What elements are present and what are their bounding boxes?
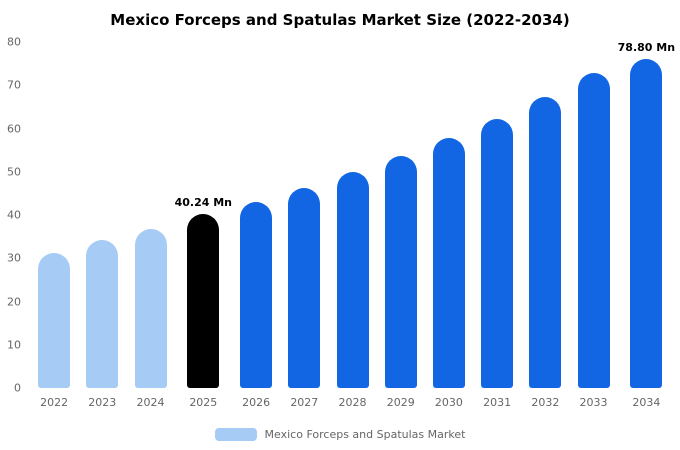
legend-label: Mexico Forceps and Spatulas Market [264,428,466,441]
bar-slot-2031: 2031 [473,42,521,408]
x-axis-label-2034: 2034 [632,396,661,409]
y-tick-label: 40 [7,208,21,222]
x-axis-label-2028: 2028 [338,396,367,409]
bar-slot-2027: 2027 [280,42,328,408]
bar-slot-2028: 2028 [328,42,376,408]
y-tick-label: 50 [7,165,21,179]
bar-2028 [336,172,369,388]
x-axis-label-2026: 2026 [242,396,271,409]
bar-2026 [240,202,273,388]
x-axis-label-2033: 2033 [579,396,608,409]
y-tick-label: 70 [7,78,21,92]
y-tick-label: 60 [7,122,21,135]
x-axis-label-2031: 2031 [483,396,512,409]
chart-title: Mexico Forceps and Spatulas Market Size … [110,11,570,29]
y-tick-label: 0 [14,381,21,395]
x-axis-label-2025: 2025 [189,396,218,409]
bar-slot-2024: 2024 [126,42,174,408]
bar-slot-2025: 40.24 Mn 2025 [174,42,233,408]
bar-slot-2034: 78.80 Mn 2034 [617,41,676,408]
bar-2034 [630,59,663,388]
bar-2033 [577,73,610,388]
y-tick-label: 10 [7,338,21,352]
legend-swatch [214,428,257,441]
bar-2024 [134,228,167,388]
y-tick-label: 20 [7,295,21,308]
bar-2032 [529,96,562,388]
bar-2030 [432,138,465,388]
bar-value-annotation: 78.80 Mn [617,41,676,54]
x-axis-label-2022: 2022 [40,396,69,409]
bar-slot-2033: 2033 [569,42,617,408]
x-axis-label-2030: 2030 [434,396,463,409]
x-axis-label-2024: 2024 [136,396,165,409]
bar-value-annotation: 40.24 Mn [174,195,233,209]
bar-2022 [38,253,71,388]
y-tick-label: 30 [7,251,21,265]
x-axis-label-2032: 2032 [531,396,560,409]
bar-slot-2023: 2023 [78,42,126,408]
x-axis-label-2029: 2029 [386,396,415,409]
legend: Mexico Forceps and Spatulas Market [0,428,680,441]
bar-2025 [187,213,220,388]
bar-slot-2026: 2026 [232,42,280,408]
bar-2027 [288,188,321,388]
bar-slot-2030: 2030 [425,42,473,408]
bar-slot-2022: 2022 [30,42,78,408]
bar-2029 [384,156,417,388]
bar-2023 [86,240,119,388]
bar-slot-2032: 2032 [521,42,569,408]
x-axis-label-2023: 2023 [88,396,117,409]
bar-2031 [481,119,514,388]
y-axis: 0 10 20 30 40 50 60 70 80 [0,37,26,394]
plot-area: 2022 2023 2024 40.24 Mn 2025 2026 2027 2028 2029… [30,41,676,408]
bar-slot-2029: 2029 [377,42,425,408]
y-tick-label: 80 [7,35,21,49]
x-axis-label-2027: 2027 [290,396,319,409]
